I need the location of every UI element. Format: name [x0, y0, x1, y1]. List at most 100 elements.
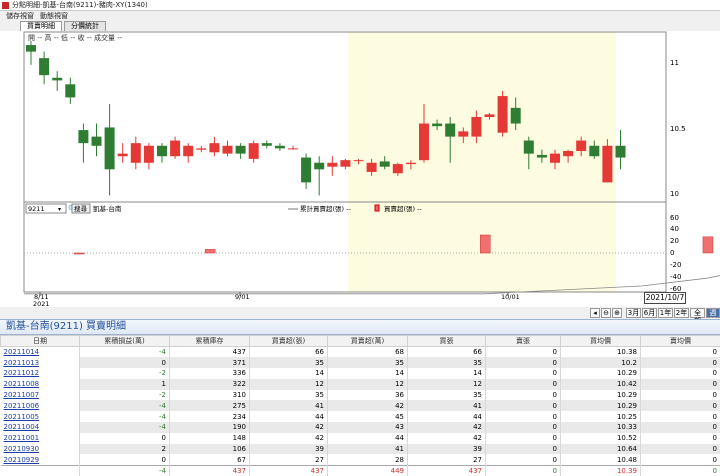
table-cell: 0 [641, 390, 720, 401]
range-toolbar: ◂ ⊖ ⊕ 3月 6月 1年 2年 全部 週線 [0, 307, 720, 319]
candle-body [288, 148, 298, 149]
table-cell: 35 [408, 390, 486, 401]
col-buy-lots[interactable]: 買張 [408, 336, 486, 347]
dropdown-icon[interactable]: ▾ [58, 206, 61, 213]
table-cell: 371 [170, 357, 250, 368]
candle-body [301, 158, 311, 183]
summary-cell: 10.39 [561, 465, 641, 476]
vol-tick-40: 40 [670, 225, 679, 233]
vol-tick-60: 60 [670, 214, 679, 222]
col-buy-avg[interactable]: 買均價 [561, 336, 641, 347]
table-cell: 10.42 [561, 379, 641, 390]
range-1y-button[interactable]: 1年 [658, 308, 673, 318]
table-cell: 1 [80, 379, 170, 390]
search-button-label: 搜尋 [74, 204, 88, 213]
table-cell: 10.29 [561, 390, 641, 401]
tab-price-stats[interactable]: 分價統計 [64, 21, 106, 31]
table-cell: 28 [328, 454, 408, 465]
zoom-in-icon[interactable]: ⊕ [612, 308, 622, 318]
row-date-link[interactable]: 20211006 [1, 400, 80, 411]
row-date-link[interactable]: 20211008 [1, 379, 80, 390]
table-cell: 0 [486, 357, 561, 368]
table-cell: 44 [408, 411, 486, 422]
row-date-link[interactable]: 20211004 [1, 422, 80, 433]
candle-body [602, 146, 612, 183]
table-cell: 12 [408, 379, 486, 390]
col-cum-inventory[interactable]: 累積庫存 [170, 336, 250, 347]
table-cell: 42 [408, 422, 486, 433]
candle-body [589, 146, 599, 156]
scroll-left-button[interactable]: ◂ [590, 308, 600, 318]
zoom-out-icon[interactable]: ⊖ [601, 308, 611, 318]
col-sell-lots[interactable]: 賣張 [486, 336, 561, 347]
row-date-link[interactable]: 20211007 [1, 390, 80, 401]
table-cell: 148 [170, 433, 250, 444]
col-sell-avg[interactable]: 賣均價 [641, 336, 720, 347]
candle-body [196, 148, 206, 149]
col-cum-pl[interactable]: 累積損益(萬) [80, 336, 170, 347]
col-date[interactable]: 日期 [1, 336, 80, 347]
buy-sell-bar [703, 237, 713, 253]
candle-body [78, 130, 88, 143]
row-date-link[interactable]: 20211014 [1, 347, 80, 358]
candle-body [340, 160, 350, 167]
candle-body [236, 146, 246, 154]
row-date-link[interactable]: 20211005 [1, 411, 80, 422]
tab-bar: 買賣明細 分價統計 [20, 21, 106, 31]
table-cell: 0 [641, 368, 720, 379]
table-cell: 66 [408, 347, 486, 358]
table-cell: 36 [328, 390, 408, 401]
summary-cell: 0 [641, 465, 720, 476]
table-cell: 39 [250, 444, 328, 455]
table-cell: 35 [328, 357, 408, 368]
table-cell: 0 [641, 400, 720, 411]
range-6m-button[interactable]: 6月 [642, 308, 657, 318]
vol-tick-0: 0 [670, 249, 674, 257]
row-date-link[interactable]: 20210929 [1, 454, 80, 465]
menu-save-window[interactable]: 儲存視窗 [6, 11, 34, 21]
table-cell: 0 [486, 400, 561, 411]
table-cell: 0 [641, 433, 720, 444]
row-date-link[interactable]: 20210930 [1, 444, 80, 455]
range-2y-button[interactable]: 2年 [674, 308, 689, 318]
weekly-button[interactable]: 週線 [706, 308, 720, 318]
table-cell: 0 [641, 444, 720, 455]
table-cell: 68 [328, 347, 408, 358]
branch-selector: 9211 ▾ 🔍 + 搜尋 凱基-台南 [26, 204, 122, 213]
menu-dynamic-window[interactable]: 動態視窗 [40, 11, 68, 21]
table-cell: 10.29 [561, 400, 641, 411]
table-cell: 42 [328, 400, 408, 411]
table-cell: 0 [641, 347, 720, 358]
table-cell: 0 [486, 444, 561, 455]
candle-body [52, 78, 62, 81]
table-cell: 10.52 [561, 433, 641, 444]
row-date-link[interactable]: 20211012 [1, 368, 80, 379]
col-net-lots[interactable]: 買賣超(張) [250, 336, 328, 347]
range-3m-button[interactable]: 3月 [626, 308, 641, 318]
candle-body [92, 137, 102, 146]
table-cell: 44 [250, 411, 328, 422]
table-cell: 42 [250, 422, 328, 433]
row-date-link[interactable]: 20211001 [1, 433, 80, 444]
price-tick-10-5: 10.5 [670, 125, 686, 133]
range-all-button[interactable]: 全部 [690, 308, 705, 318]
row-date-link[interactable]: 20211013 [1, 357, 80, 368]
table-cell: 0 [641, 357, 720, 368]
col-net-amount[interactable]: 買賣超(萬) [328, 336, 408, 347]
table-cell: 44 [328, 433, 408, 444]
table-cell: 322 [170, 379, 250, 390]
tab-trade-detail[interactable]: 買賣明細 [20, 21, 62, 31]
candle-body [432, 124, 442, 127]
candle-body [170, 141, 180, 157]
